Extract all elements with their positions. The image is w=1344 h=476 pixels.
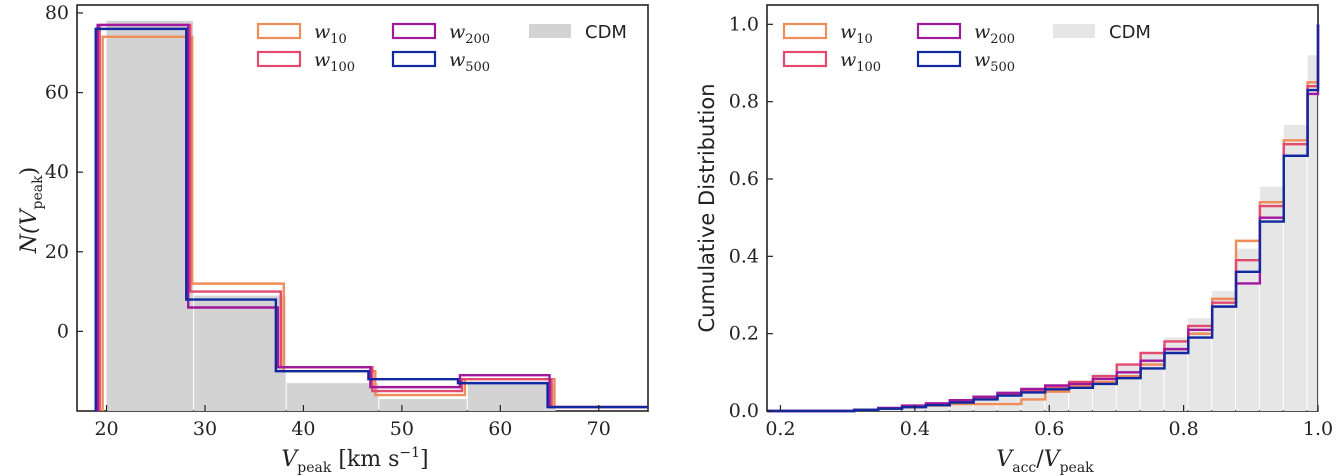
x-tick-label: 0.2 [765,418,795,440]
right-x-axis-label: Vacc/Vpeak [996,447,1094,476]
legend-label-10: w10 [840,21,873,47]
cdm-bar [194,295,286,411]
cdm-bar [379,399,467,411]
x-tick-label: 20 [94,418,118,440]
cdm-bar [925,404,949,411]
y-tick-label: 0 [57,320,69,342]
series-line-100 [98,23,648,411]
cdm-bar [1283,124,1307,411]
x-tick-label: 0.8 [1169,418,1199,440]
legend-swatch-200 [916,22,962,40]
cdm-bar [286,383,379,411]
legend-label-200: w200 [974,21,1015,47]
cdm-bar [1212,291,1236,411]
legend-swatch-cdm [1053,24,1095,38]
legend-label-500: w500 [974,49,1015,75]
legend-swatch-10 [782,22,828,40]
right-cdm-bars [854,24,1319,412]
cdm-bar [1021,391,1045,411]
y-tick-label: 1.0 [729,13,759,35]
right-series-lines [767,24,1320,413]
legend-label-cdm: CDM [585,22,627,43]
cdm-bar [902,405,925,411]
legend-label-10: w10 [314,21,347,47]
legend-label-500: w500 [449,49,490,75]
cdm-bar [106,20,194,411]
y-tick-label: 20 [45,241,69,263]
y-tick-label: 0.4 [729,245,759,267]
y-tick-label: 60 [45,82,69,104]
y-tick-label: 0.0 [729,400,759,422]
legend-label-100: w100 [840,49,881,75]
right-panel: 0.2 0.4 0.6 0.8 1.0 0.0 0.2 0.4 0.6 0.8 1.0 w10w10… [695,4,1333,476]
left-axis-ticks: 20 30 40 50 60 70 0 20 40 60 80 [45,2,611,440]
y-tick-label: 40 [45,161,69,183]
cdm-bar [1188,318,1212,411]
x-tick-label: 1.0 [1303,418,1333,440]
legend-label-200: w200 [449,21,490,47]
right-y-axis-label: Cumulative Distribution [695,83,719,332]
cdm-bar [1164,337,1188,411]
x-tick-label: 40 [291,418,315,440]
cdm-bar [1307,55,1317,412]
y-tick-label: 0.8 [729,91,759,113]
series-line-500 [94,27,648,411]
legend-swatch-200 [391,22,437,40]
series-line-500 [767,24,1320,413]
legend-swatch-100 [782,50,828,68]
x-tick-label: 50 [390,418,414,440]
legend-swatch-cdm [529,24,571,38]
x-tick-label: 0.6 [1034,418,1064,440]
left-cdm-bars [106,20,556,411]
cdm-bar [467,383,556,411]
cdm-bar [1318,24,1319,411]
series-line-10 [767,24,1320,413]
legend-label-100: w100 [314,49,355,75]
series-line-200 [767,24,1320,413]
cdm-bar [1259,186,1283,411]
cdm-bar [1236,248,1259,411]
series-line-10 [101,35,648,411]
series-line-100 [767,24,1320,413]
legend-swatch-500 [391,50,437,68]
x-tick-label: 70 [587,418,611,440]
x-tick-label: 0.4 [900,418,930,440]
left-x-axis-label: Vpeak [km s−1] [281,445,428,476]
left-y-axis-label: N(Vpeak) [17,167,46,254]
legend-swatch-500 [916,50,962,68]
cdm-bar [949,401,973,411]
y-tick-label: 0.2 [729,323,759,345]
x-tick-label: 30 [193,418,217,440]
y-tick-label: 0.6 [729,168,759,190]
left-series-lines [94,23,648,411]
right-axis-ticks: 0.2 0.4 0.6 0.8 1.0 0.0 0.2 0.4 0.6 0.8 1.0 [729,13,1333,440]
series-line-200 [96,23,648,411]
legend-label-cdm: CDM [1109,22,1151,43]
legend-swatch-10 [256,22,302,40]
legend-swatch-100 [256,50,302,68]
y-tick-label: 80 [45,2,69,24]
x-tick-label: 60 [488,418,512,440]
